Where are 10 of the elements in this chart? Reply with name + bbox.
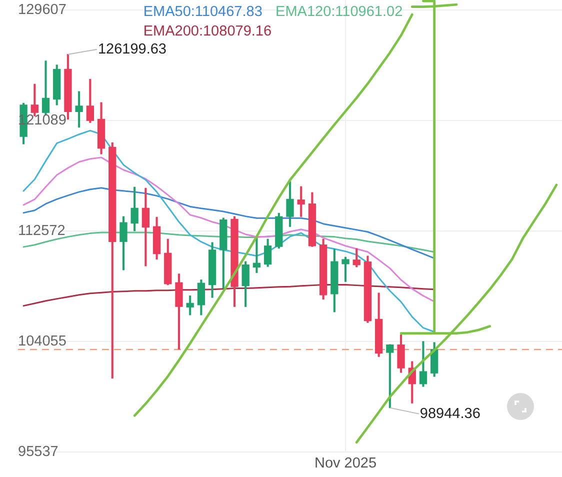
- y-tick-label: 129607: [18, 2, 66, 18]
- text: 98944.36: [420, 406, 480, 422]
- y-tick-label: 112572: [18, 223, 66, 240]
- text: EMA120:110961.02: [276, 4, 403, 20]
- y-tick-label: 95537: [18, 444, 58, 460]
- y-tick-label: 104055: [18, 334, 66, 350]
- text: EMA50:110467.83: [143, 4, 262, 20]
- x-tick-label: Nov 2025: [314, 456, 377, 472]
- text: 126199.63: [98, 41, 167, 58]
- text: EMA200:108079.16: [143, 24, 272, 40]
